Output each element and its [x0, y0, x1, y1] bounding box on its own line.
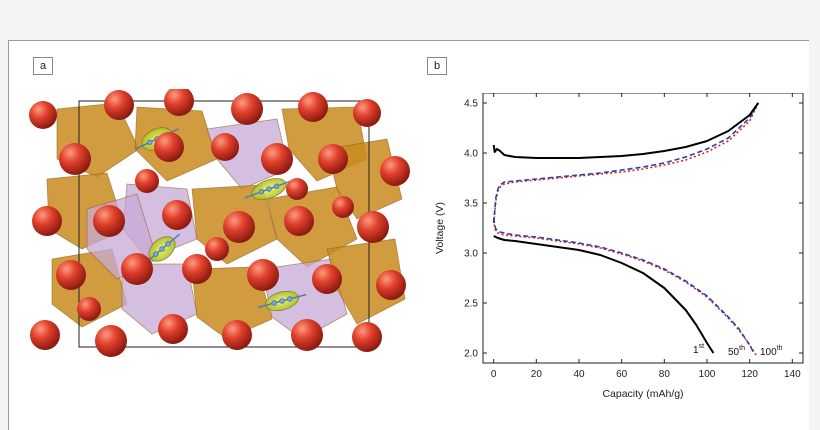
oxygen-atom [298, 92, 328, 122]
x-axis-label: Capacity (mAh/g) [602, 388, 683, 400]
x-tick-label: 120 [741, 369, 758, 380]
ion-site [257, 290, 307, 312]
oxygen-atom [223, 211, 255, 243]
oxygen-atom [135, 169, 159, 193]
voltage-capacity-chart: 0 20 40 60 80 100 120 140 2.0 2.5 3.0 3.5 4.0 4.5 Cap… [434, 93, 804, 400]
y-tick-label: 4.5 [464, 99, 478, 110]
oxygen-atom [121, 253, 153, 285]
panel-b-label: b [427, 57, 447, 75]
panel-a-label: a [33, 57, 53, 75]
plot-area [482, 93, 804, 364]
oxygen-atom [261, 143, 293, 175]
oxygen-atom [357, 211, 389, 243]
oxygen-atom [32, 206, 62, 236]
curve-cycle-100-charge [492, 102, 759, 224]
curve-cycle-100-discharge [492, 219, 757, 356]
oxygen-atom [247, 259, 279, 291]
figure-frame: a b 0 20 40 60 80 100 120 140 2.0 2.5 3.0 3.5 4.0 4.5… [8, 40, 809, 430]
oxygen-atom [353, 99, 381, 127]
x-tick-label: 60 [616, 369, 628, 380]
curve-cycle-1-charge [492, 102, 760, 159]
curve-cycle-50-charge [492, 102, 759, 224]
crystal-structure-illustration [27, 89, 415, 365]
x-tick-label: 40 [573, 369, 585, 380]
oxygen-atom [77, 297, 101, 321]
ion-site [143, 233, 181, 265]
oxygen-atom [154, 132, 184, 162]
y-tick-label: 3.5 [464, 199, 478, 210]
oxygen-atom [29, 101, 57, 129]
oxygen-atom [286, 178, 308, 200]
oxygen-atom [318, 144, 348, 174]
oxygen-atom [205, 237, 229, 261]
curve-cycle-50-discharge [492, 217, 755, 354]
x-tick-label: 140 [784, 369, 801, 380]
x-tick-label: 100 [699, 369, 716, 380]
x-tick-label: 0 [491, 369, 497, 380]
oxygen-atom [284, 206, 314, 236]
oxygen-atom [104, 90, 134, 120]
oxygen-atom [380, 156, 410, 186]
axes-group: 0 20 40 60 80 100 120 140 2.0 2.5 3.0 3.5 4.0 4.5 [464, 93, 803, 380]
cycle-label-50: 50th [728, 345, 745, 358]
y-tick-label: 3.0 [464, 249, 478, 260]
oxygen-atom [332, 196, 354, 218]
y-axis-label: Voltage (V) [434, 202, 446, 254]
y-tick-label: 2.0 [464, 349, 478, 360]
oxygen-atoms-group [29, 89, 410, 357]
oxygen-atom [164, 89, 194, 116]
oxygen-atom [162, 200, 192, 230]
oxygen-atom [352, 322, 382, 352]
oxygen-atom [211, 133, 239, 161]
oxygen-atom [56, 260, 86, 290]
oxygen-atom [95, 325, 127, 357]
ion-site [244, 178, 294, 200]
cycle-label-100: 100th [760, 345, 783, 358]
x-tick-label: 80 [659, 369, 671, 380]
y-tick-label: 2.5 [464, 299, 478, 310]
oxygen-atom [376, 270, 406, 300]
oxygen-atom [93, 205, 125, 237]
oxygen-atom [312, 264, 342, 294]
oxygen-atom [59, 143, 91, 175]
curve-cycle-1-discharge [493, 235, 715, 354]
oxygen-atom [158, 314, 188, 344]
curves-group [492, 102, 760, 356]
x-tick-label: 20 [531, 369, 543, 380]
oxygen-atom [30, 320, 60, 350]
oxygen-atom [231, 93, 263, 125]
oxygen-atom [222, 320, 252, 350]
cycle-label-1: 1st [693, 343, 704, 356]
oxygen-atom [182, 254, 212, 284]
y-tick-label: 4.0 [464, 149, 478, 160]
oxygen-atom [291, 319, 323, 351]
